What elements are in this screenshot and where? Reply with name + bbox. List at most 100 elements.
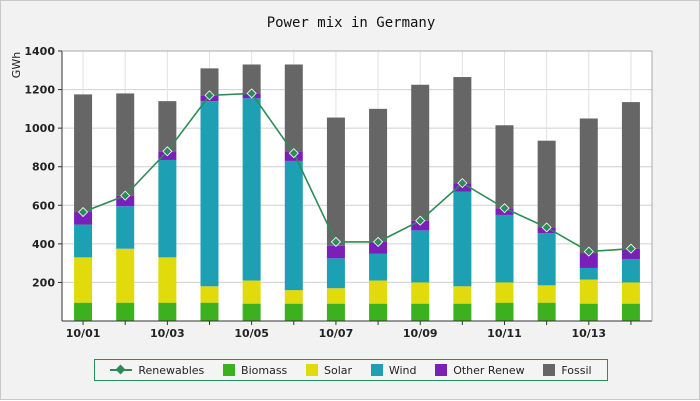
- chart-title: Power mix in Germany: [266, 15, 436, 31]
- bar-fossil: [369, 108, 388, 242]
- point-renewables: [415, 215, 426, 226]
- bar-fossil: [621, 102, 640, 249]
- legend-swatch: [435, 364, 448, 376]
- y-tick-label: 1400: [24, 45, 55, 58]
- x-tick-label: 10/13: [571, 327, 606, 340]
- bar-fossil: [411, 84, 430, 221]
- x-tick-label: 10/01: [66, 327, 101, 340]
- bar-solar: [537, 285, 556, 303]
- point-renewables: [330, 236, 341, 247]
- bar-biomass: [495, 302, 514, 321]
- bar-biomass: [74, 302, 93, 321]
- bar-fossil: [242, 64, 261, 94]
- bar-wind: [495, 214, 514, 283]
- bar-solar: [453, 286, 472, 304]
- y-tick-label: 600: [32, 199, 55, 212]
- bar-fossil: [453, 77, 472, 184]
- legend-swatch: [223, 364, 236, 376]
- bar-wind: [158, 159, 177, 258]
- bar-fossil: [158, 101, 177, 152]
- y-axis-title: GWh: [10, 52, 23, 78]
- bar-other-renew: [326, 245, 345, 259]
- bar-biomass: [158, 302, 177, 321]
- x-tick-label: 10/07: [319, 327, 354, 340]
- point-renewables: [457, 178, 468, 189]
- bar-solar: [116, 248, 135, 303]
- legend-item-biomass: Biomass: [223, 364, 287, 377]
- bar-biomass: [242, 303, 261, 321]
- bar-biomass: [369, 303, 388, 321]
- bar-fossil: [537, 140, 556, 228]
- bar-wind: [453, 191, 472, 287]
- bar-solar: [621, 282, 640, 304]
- bar-biomass: [411, 303, 430, 321]
- point-renewables: [120, 190, 131, 201]
- bar-fossil: [116, 93, 135, 196]
- bar-wind: [411, 230, 430, 283]
- bar-other-renew: [369, 241, 388, 254]
- y-tick-label: 800: [32, 161, 55, 174]
- bar-biomass: [621, 303, 640, 321]
- bar-fossil: [495, 125, 514, 209]
- point-renewables: [373, 236, 384, 247]
- bar-solar: [495, 282, 514, 303]
- bar-wind: [326, 258, 345, 289]
- bar-solar: [158, 257, 177, 303]
- bar-wind: [74, 224, 93, 258]
- bar-wind: [369, 253, 388, 281]
- bar-solar: [326, 288, 345, 304]
- bar-solar: [579, 279, 598, 304]
- y-tick-label: 400: [32, 238, 55, 251]
- legend-swatch: [543, 364, 556, 376]
- bar-biomass: [453, 303, 472, 321]
- point-renewables: [583, 246, 594, 257]
- x-tick-label: 10/11: [487, 327, 522, 340]
- bar-solar: [411, 282, 430, 304]
- bar-wind: [579, 267, 598, 280]
- bar-other-renew: [579, 253, 598, 268]
- bar-biomass: [284, 303, 303, 321]
- legend-label: Other Renew: [453, 363, 525, 377]
- legend-swatch: [370, 364, 383, 376]
- bar-wind: [537, 233, 556, 286]
- point-renewables: [162, 146, 173, 157]
- plot-area: [62, 51, 652, 321]
- legend-item-renewables: Renewables: [110, 364, 204, 377]
- y-tick-label: 1200: [24, 84, 55, 97]
- legend-label: Solar: [324, 363, 353, 377]
- bar-solar: [74, 257, 93, 303]
- point-renewables: [288, 148, 299, 159]
- legend-label: Fossil: [561, 363, 592, 377]
- legend-swatch: [306, 364, 319, 376]
- legend-item-other-renew: Other Renew: [435, 363, 525, 377]
- legend-item-solar: Solar: [306, 364, 352, 377]
- bar-wind: [621, 259, 640, 283]
- y-tick-label: 1000: [24, 122, 55, 135]
- bar-solar: [200, 286, 219, 303]
- bar-biomass: [116, 302, 135, 321]
- bar-other-renew: [74, 212, 93, 225]
- point-renewables: [246, 88, 257, 99]
- bar-biomass: [537, 302, 556, 321]
- bar-biomass: [326, 303, 345, 321]
- y-tick-label: 200: [32, 276, 55, 289]
- chart-legend: Renewables Biomass Solar Wind Other Renew Fos…: [94, 359, 608, 381]
- legend-label: Renewables: [138, 363, 205, 377]
- bar-fossil: [579, 118, 598, 254]
- legend-label: Biomass: [241, 363, 288, 377]
- point-renewables: [625, 243, 636, 254]
- bar-biomass: [579, 303, 598, 321]
- bar-biomass: [200, 302, 219, 321]
- bar-fossil: [284, 64, 303, 152]
- bar-fossil: [326, 117, 345, 246]
- legend-item-wind: Wind: [370, 364, 416, 377]
- point-renewables: [78, 206, 89, 218]
- legend-item-fossil: Fossil: [543, 363, 592, 377]
- bar-solar: [284, 290, 303, 304]
- bar-solar: [242, 280, 261, 304]
- bar-other-renew: [621, 248, 640, 260]
- line-renewables: [82, 92, 631, 253]
- point-renewables: [541, 222, 552, 233]
